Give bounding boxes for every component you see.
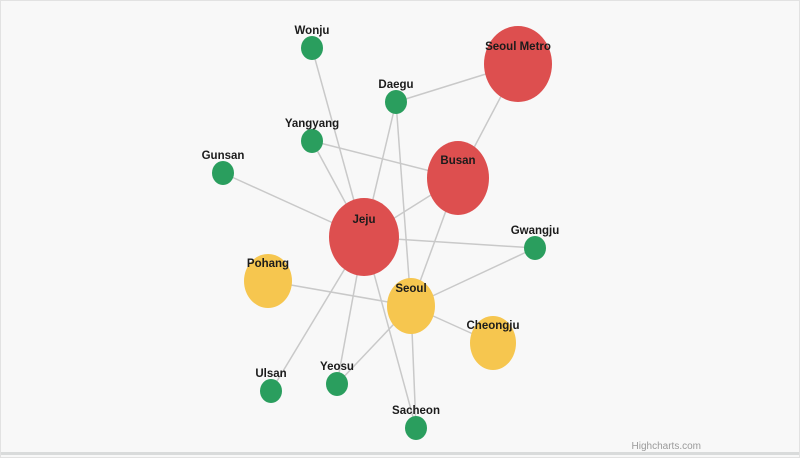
node-label-yangyang: Yangyang — [285, 118, 339, 130]
node-busan[interactable] — [427, 141, 489, 215]
node-seoul-metro[interactable] — [484, 26, 552, 102]
node-label-pohang: Pohang — [247, 258, 289, 270]
node-label-cheongju: Cheongju — [466, 320, 519, 332]
node-jeju[interactable] — [329, 198, 399, 276]
edge-pohang-seoul — [267, 280, 412, 307]
node-label-seoul: Seoul — [395, 283, 426, 295]
node-label-yeosu: Yeosu — [320, 361, 354, 373]
node-label-gwangju: Gwangju — [511, 225, 560, 237]
node-label-gunsan: Gunsan — [202, 150, 245, 162]
highcharts-credit-link[interactable]: Highcharts.com — [631, 441, 701, 452]
node-cheongju[interactable] — [470, 316, 516, 370]
labels-layer: Wonju Seoul Metro Daegu Yangyang Gunsan Busan… — [202, 25, 560, 417]
node-label-ulsan: Ulsan — [255, 368, 286, 380]
node-wonju[interactable] — [301, 36, 323, 60]
node-gwangju[interactable] — [524, 236, 546, 260]
bottom-edge-divider — [1, 452, 799, 455]
node-label-sacheon: Sacheon — [392, 405, 440, 417]
node-seoul[interactable] — [387, 278, 435, 334]
node-sacheon[interactable] — [405, 416, 427, 440]
node-label-wonju: Wonju — [295, 25, 330, 37]
node-yeosu[interactable] — [326, 372, 348, 396]
node-label-busan: Busan — [440, 155, 475, 167]
node-label-seoul-metro: Seoul Metro — [485, 41, 551, 53]
node-daegu[interactable] — [385, 90, 407, 114]
node-pohang[interactable] — [244, 254, 292, 308]
node-label-daegu: Daegu — [378, 79, 413, 91]
node-label-jeju: Jeju — [352, 214, 375, 226]
node-gunsan[interactable] — [212, 161, 234, 185]
edge-daegu-seoul — [395, 101, 412, 307]
nodes-layer — [212, 26, 552, 440]
node-ulsan[interactable] — [260, 379, 282, 403]
node-yangyang[interactable] — [301, 129, 323, 153]
